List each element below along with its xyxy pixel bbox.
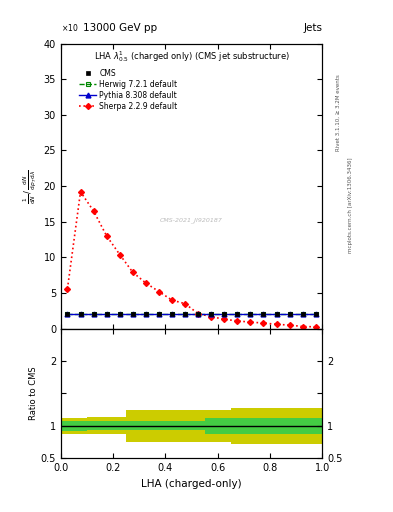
- Y-axis label: Ratio to CMS: Ratio to CMS: [29, 367, 38, 420]
- Text: 13000 GeV pp: 13000 GeV pp: [83, 23, 157, 33]
- Text: CMS-2021_JI920187: CMS-2021_JI920187: [160, 218, 223, 223]
- Text: LHA $\lambda^{1}_{0.5}$ (charged only) (CMS jet substructure): LHA $\lambda^{1}_{0.5}$ (charged only) (…: [94, 49, 290, 64]
- Text: Rivet 3.1.10, ≥ 3.2M events: Rivet 3.1.10, ≥ 3.2M events: [336, 74, 341, 151]
- Text: Jets: Jets: [303, 23, 322, 33]
- Text: $\times 10$: $\times 10$: [61, 23, 79, 33]
- X-axis label: LHA (charged-only): LHA (charged-only): [141, 479, 242, 488]
- Legend: CMS, Herwig 7.2.1 default, Pythia 8.308 default, Sherpa 2.2.9 default: CMS, Herwig 7.2.1 default, Pythia 8.308 …: [78, 67, 179, 112]
- Y-axis label: $\frac{1}{\mathrm{d}N}\,/\,\frac{\mathrm{d}N}{\mathrm{d}p_T\,\mathrm{d}\lambda}$: $\frac{1}{\mathrm{d}N}\,/\,\frac{\mathrm…: [22, 168, 39, 204]
- Text: mcplots.cern.ch [arXiv:1306.3436]: mcplots.cern.ch [arXiv:1306.3436]: [348, 157, 353, 252]
